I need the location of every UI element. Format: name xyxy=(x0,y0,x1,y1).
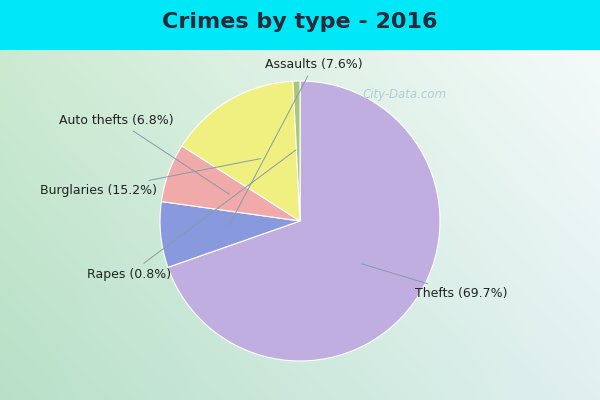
Text: Auto thefts (6.8%): Auto thefts (6.8%) xyxy=(59,114,229,194)
Wedge shape xyxy=(168,81,440,361)
Text: Rapes (0.8%): Rapes (0.8%) xyxy=(87,150,296,281)
Text: Thefts (69.7%): Thefts (69.7%) xyxy=(362,264,508,300)
Wedge shape xyxy=(293,81,300,221)
Text: Crimes by type - 2016: Crimes by type - 2016 xyxy=(162,12,438,32)
Wedge shape xyxy=(161,146,300,221)
Wedge shape xyxy=(182,81,300,221)
Text: City-Data.com: City-Data.com xyxy=(363,88,447,101)
Text: Assaults (7.6%): Assaults (7.6%) xyxy=(229,58,363,226)
Text: Burglaries (15.2%): Burglaries (15.2%) xyxy=(40,159,260,197)
Wedge shape xyxy=(160,202,300,267)
